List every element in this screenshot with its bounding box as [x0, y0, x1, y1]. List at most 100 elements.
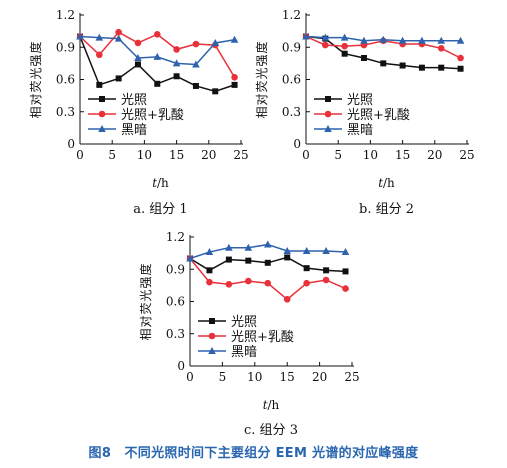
data-point [172, 59, 181, 67]
data-point [418, 36, 426, 44]
data-point [186, 254, 194, 262]
legend-marker [98, 110, 106, 118]
data-point [284, 254, 291, 261]
data-point [114, 34, 123, 42]
y-tick-label: 0.6 [56, 73, 75, 87]
legend-marker [209, 318, 215, 324]
y-tick-label: 0.9 [56, 40, 75, 54]
series-triangle [76, 32, 239, 68]
data-point [457, 65, 464, 72]
x-tick-label: 20 [427, 148, 442, 162]
data-point [456, 36, 465, 44]
data-point [437, 36, 446, 44]
data-point [342, 268, 349, 275]
x-tick-label: 10 [363, 148, 378, 162]
data-point [192, 60, 200, 68]
series-square [77, 33, 238, 95]
y-tick-label: 0.3 [56, 105, 75, 119]
x-tick-label: 15 [395, 148, 410, 162]
data-point [153, 31, 161, 38]
series-triangle [186, 240, 350, 262]
chart-caption: b. 组分 2 [359, 202, 414, 217]
y-tick-label: 1.2 [56, 8, 75, 22]
data-point [115, 28, 122, 36]
legend-label: 光照 [231, 315, 257, 330]
y-tick-label: 1.2 [166, 230, 185, 244]
data-point [302, 246, 311, 254]
y-tick-label: 0.3 [282, 105, 301, 119]
y-tick-label: 1.2 [282, 8, 301, 22]
x-tick-label: 15 [169, 148, 184, 162]
data-point [264, 279, 272, 287]
data-point [173, 46, 180, 53]
data-point [283, 296, 291, 303]
y-tick-label: 0 [67, 137, 75, 151]
data-point [76, 32, 84, 40]
data-point [244, 243, 253, 251]
data-point [322, 276, 330, 284]
legend-marker [325, 96, 331, 102]
data-point [398, 36, 407, 44]
legend-label: 黑暗 [231, 345, 257, 360]
data-point [360, 36, 368, 44]
x-tick-label: 20 [201, 148, 216, 162]
data-point [225, 281, 233, 288]
y-tick-label: 0.6 [166, 295, 185, 309]
data-point [225, 256, 232, 263]
data-point [264, 259, 271, 266]
x-tick-label: 0 [76, 148, 84, 162]
data-point [379, 35, 388, 43]
data-point [231, 74, 238, 81]
data-point [192, 40, 200, 48]
data-point [457, 54, 464, 62]
legend-label: 光照+乳酸 [231, 330, 294, 345]
y-tick-label: 0 [293, 137, 301, 151]
legend-marker [98, 125, 106, 132]
x-tick-label: 5 [334, 148, 342, 162]
y-axis-label: 相对荧光强度 [28, 40, 43, 118]
data-point [303, 279, 310, 287]
legend-label: 光照+乳酸 [347, 108, 410, 123]
data-point [115, 75, 122, 82]
y-tick-label: 0 [177, 359, 185, 373]
y-tick-label: 0.3 [166, 327, 185, 341]
data-point [342, 285, 349, 292]
x-axis-label: t/h [378, 176, 395, 190]
data-point [206, 267, 213, 274]
legend-label: 黑暗 [121, 123, 147, 138]
x-tick-label: 25 [344, 370, 359, 384]
data-point [95, 33, 104, 41]
legend-marker [324, 110, 332, 118]
chart-component-1: 0 0.3 0.6 0.9 1.2 0 5 10 15 20 25 相对荧光强度 t/h 光照光照+乳酸黑… [28, 8, 249, 217]
data-point [205, 248, 214, 256]
figure-caption: 图8 不同光照时间下主要组分 EEM 光谱的对应峰强度 [88, 446, 419, 461]
data-point [341, 248, 350, 256]
legend-label: 光照 [121, 93, 147, 108]
chart-component-3: 0 0.3 0.6 0.9 1.2 0 5 10 15 20 25 相对荧光强度 t/h 光照光照+乳酸黑… [138, 230, 360, 438]
x-tick-label: 20 [312, 370, 327, 384]
data-point [322, 41, 329, 49]
data-point [153, 52, 162, 60]
data-point [96, 51, 103, 59]
data-point [206, 278, 213, 286]
data-point [437, 45, 445, 52]
y-tick-label: 0.6 [282, 73, 301, 87]
legend-label: 光照 [347, 93, 373, 108]
data-point [225, 243, 233, 251]
data-point [134, 61, 141, 68]
legend-label: 光照+乳酸 [121, 108, 184, 123]
legend-marker [324, 125, 332, 132]
chart-caption: c. 组分 3 [244, 423, 298, 438]
y-axis-label: 相对荧光强度 [254, 40, 269, 118]
x-tick-label: 10 [247, 370, 262, 384]
data-point [245, 277, 252, 285]
data-point [192, 82, 199, 89]
data-point [302, 32, 310, 40]
data-point [380, 60, 387, 67]
data-point [212, 88, 219, 95]
data-point [173, 73, 180, 80]
data-point [321, 33, 330, 41]
